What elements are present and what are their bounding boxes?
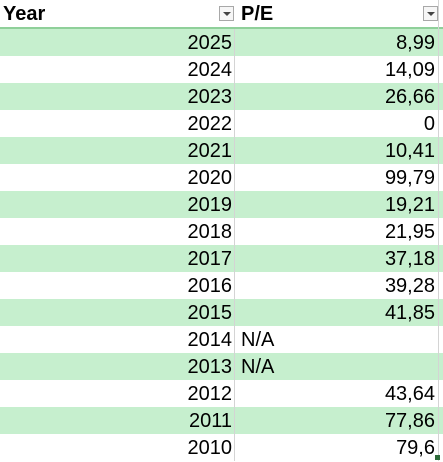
table-row: 2024 14,09 <box>0 56 443 83</box>
table-row: 2019 19,21 <box>0 191 443 218</box>
pe-cell[interactable]: 19,21 <box>384 194 435 216</box>
year-cell[interactable]: 2010 <box>0 434 235 461</box>
table-row: 2022 0 <box>0 110 443 137</box>
table-body: 2025 8,99 2024 14,09 2023 26,66 2022 0 2021 10,41… <box>0 29 443 461</box>
header-pe-label: P/E <box>241 3 274 25</box>
table-row: 2011 77,86 <box>0 407 443 434</box>
year-cell[interactable]: 2024 <box>0 56 235 83</box>
pe-filter-dropdown-icon[interactable] <box>423 6 438 21</box>
pe-cell[interactable]: 41,85 <box>384 302 435 324</box>
table-header-row: Year P/E <box>0 0 443 29</box>
year-cell[interactable]: 2017 <box>0 245 235 272</box>
pe-cell[interactable]: N/A <box>241 329 275 351</box>
pe-cell[interactable]: 37,18 <box>384 248 435 270</box>
year-cell[interactable]: 2012 <box>0 380 235 407</box>
pe-cell[interactable]: 77,86 <box>384 410 435 432</box>
table-right-border <box>438 0 439 461</box>
pe-cell[interactable]: 39,28 <box>384 275 435 297</box>
table-row: 2020 99,79 <box>0 164 443 191</box>
pe-cell[interactable]: 21,95 <box>384 221 435 243</box>
year-cell[interactable]: 2016 <box>0 272 235 299</box>
table-row: 2010 79,6 <box>0 434 443 461</box>
year-cell[interactable]: 2011 <box>0 407 235 434</box>
year-cell[interactable]: 2014 <box>0 326 235 353</box>
header-cell-pe[interactable]: P/E <box>241 0 437 27</box>
pe-cell[interactable]: 99,79 <box>384 167 435 189</box>
pe-cell[interactable]: 0 <box>423 113 435 135</box>
year-cell[interactable]: 2015 <box>0 299 235 326</box>
table-row: 2016 39,28 <box>0 272 443 299</box>
pe-cell[interactable]: 8,99 <box>396 32 435 54</box>
year-cell[interactable]: 2021 <box>0 137 235 164</box>
table-row: 2021 10,41 <box>0 137 443 164</box>
year-cell[interactable]: 2013 <box>0 353 235 380</box>
pe-cell[interactable]: 43,64 <box>384 383 435 405</box>
pe-cell[interactable]: 79,6 <box>396 437 435 459</box>
table-row: 2018 21,95 <box>0 218 443 245</box>
pe-cell[interactable]: N/A <box>241 356 275 378</box>
header-cell-year[interactable]: Year <box>3 0 235 27</box>
year-filter-dropdown-icon[interactable] <box>219 6 234 21</box>
table-row: 2013 N/A <box>0 353 443 380</box>
table-row: 2015 41,85 <box>0 299 443 326</box>
pe-cell[interactable]: 26,66 <box>384 86 435 108</box>
table-row: 2012 43,64 <box>0 380 443 407</box>
year-cell[interactable]: 2025 <box>0 29 235 56</box>
pe-cell[interactable]: 14,09 <box>384 59 435 81</box>
header-year-label: Year <box>3 3 46 25</box>
year-cell[interactable]: 2022 <box>0 110 235 137</box>
year-cell[interactable]: 2020 <box>0 164 235 191</box>
year-cell[interactable]: 2023 <box>0 83 235 110</box>
year-cell[interactable]: 2019 <box>0 191 235 218</box>
table-row: 2023 26,66 <box>0 83 443 110</box>
table-row: 2025 8,99 <box>0 29 443 56</box>
table-resize-handle[interactable] <box>435 455 440 460</box>
year-cell[interactable]: 2018 <box>0 218 235 245</box>
table-row: 2014 N/A <box>0 326 443 353</box>
pe-cell[interactable]: 10,41 <box>384 140 435 162</box>
table-row: 2017 37,18 <box>0 245 443 272</box>
